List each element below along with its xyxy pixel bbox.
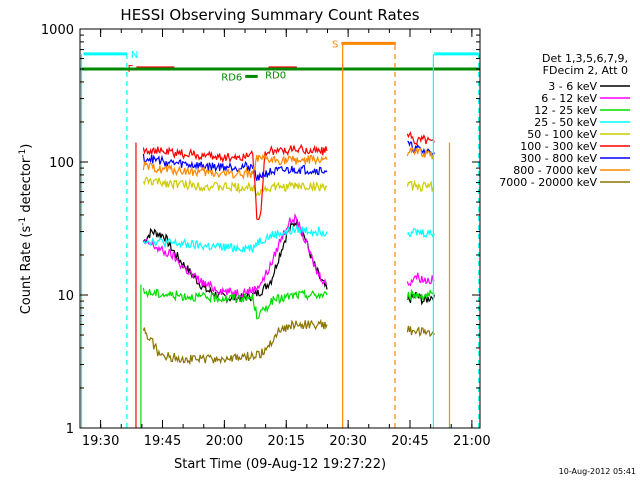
x-tick-label-2: 20:00: [206, 434, 243, 449]
mode-band-label-0: N: [131, 50, 138, 61]
y-axis: 1 10 100 1000: [41, 23, 480, 437]
legend-header-line-0: Det 1,3,5,6,7,9,: [542, 52, 628, 65]
attenuator-markers: [80, 43, 480, 428]
series-line-2-seg-0: [142, 287, 328, 320]
chart-title: HESSI Observing Summary Count Rates: [120, 6, 419, 24]
x-tick-label-4: 20:30: [329, 434, 366, 449]
series-line-5-seg-1: [406, 131, 435, 146]
mode-band-label-7: RD0: [265, 70, 286, 81]
legend-label-6: 300 - 800 keV: [520, 152, 597, 165]
y-tick-label-3: 1000: [41, 23, 74, 38]
series-line-8-seg-0: [142, 318, 328, 366]
series-line-4-seg-1: [406, 179, 435, 192]
mode-band-label-6: RD6: [221, 72, 242, 83]
legend-header-line-1: FDecim 2, Att 0: [543, 64, 628, 77]
y-tick-label-2: 100: [49, 156, 74, 171]
series-line-6-seg-0: [142, 153, 328, 181]
legend-label-3: 25 - 50 keV: [534, 116, 597, 129]
x-tick-label-0: 19:30: [82, 434, 119, 449]
series-line-1-seg-1: [406, 272, 435, 287]
y-axis-label: Count Rate (s-1 detector-1): [18, 144, 34, 315]
x-axis-label: Start Time (09-Aug-12 19:27:22): [174, 457, 386, 472]
series-line-4-seg-0: [142, 176, 328, 197]
plot-frame: [79, 28, 481, 429]
series-line-8-seg-1: [406, 325, 435, 338]
legend-label-1: 6 - 12 keV: [541, 92, 597, 105]
series-line-3-seg-0: [143, 225, 328, 253]
observing-mode-bands: NFSRD6RD0: [80, 39, 480, 83]
series-line-7-seg-1: [406, 147, 435, 160]
series-line-2-seg-1: [406, 288, 435, 301]
x-tick-label-6: 21:00: [453, 434, 490, 449]
x-tick-label-5: 20:45: [391, 434, 428, 449]
x-tick-label-3: 20:15: [268, 434, 305, 449]
series-line-1-seg-0: [142, 212, 328, 298]
series-line-5-seg-0: [142, 143, 328, 221]
generated-timestamp: 10-Aug-2012 05:41: [559, 467, 636, 476]
legend-label-4: 50 - 100 keV: [527, 128, 597, 141]
legend-label-5: 100 - 300 keV: [520, 140, 597, 153]
legend-label-7: 800 - 7000 keV: [513, 164, 597, 177]
legend-label-0: 3 - 6 keV: [548, 80, 597, 93]
y-tick-label-0: 1: [66, 422, 74, 437]
series-line-7-seg-0: [142, 153, 328, 181]
plot-series: [142, 131, 435, 366]
x-tick-label-1: 19:45: [144, 434, 181, 449]
legend: Det 1,3,5,6,7,9,FDecim 2, Att 0 3 - 6 keV…: [499, 52, 630, 189]
y-tick-label-1: 10: [57, 289, 74, 304]
mode-band-label-3: S: [332, 39, 338, 50]
legend-label-8: 7000 - 20000 keV: [499, 176, 597, 189]
x-axis: 19:30 19:45 20:00 20:15 20:30 20:45 21:00: [82, 29, 491, 449]
series-line-3-seg-1: [406, 227, 435, 240]
legend-label-2: 12 - 25 keV: [534, 104, 597, 117]
